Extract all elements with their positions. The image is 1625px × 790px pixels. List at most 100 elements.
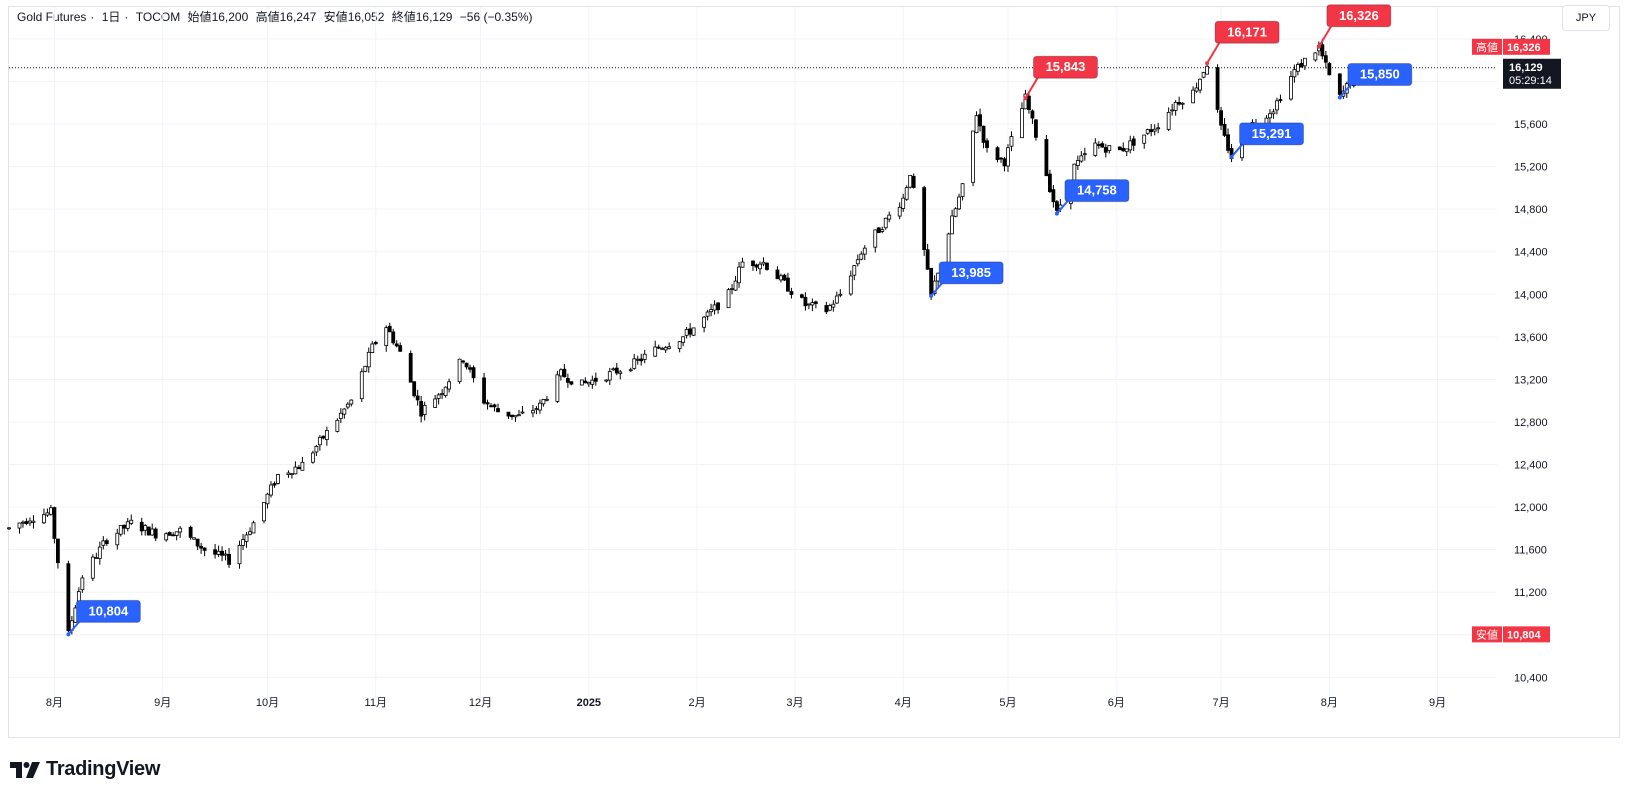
candle-body xyxy=(324,430,329,440)
x-tick-label: 8月 xyxy=(46,697,63,709)
annotation-dot xyxy=(66,632,71,637)
candle-body xyxy=(904,187,909,200)
candle-body xyxy=(1156,127,1161,130)
y-tick-label: 14,800 xyxy=(1514,204,1548,216)
candle-body xyxy=(953,208,958,217)
candle-body xyxy=(1002,158,1007,167)
candle-body xyxy=(1103,147,1108,153)
candle-body xyxy=(1009,136,1014,147)
candle-body xyxy=(789,291,794,295)
candle-body xyxy=(447,381,452,390)
candle-body xyxy=(873,229,878,248)
candle-body xyxy=(1323,55,1328,63)
annotation-dot xyxy=(1316,44,1321,49)
candle-body xyxy=(125,521,130,529)
candle-body xyxy=(1170,109,1175,112)
candle-body xyxy=(510,414,514,418)
candle-body xyxy=(443,386,448,396)
candle-body xyxy=(663,347,668,351)
y-tick-label: 15,200 xyxy=(1514,162,1548,174)
low-price-tag-label: 安値 xyxy=(1476,627,1498,641)
candle-body xyxy=(824,305,829,313)
candle-body xyxy=(468,367,472,370)
candle-body xyxy=(31,520,36,523)
candle-body xyxy=(272,483,277,486)
annotation-label: 15,291 xyxy=(1252,126,1292,141)
candle-body xyxy=(216,550,221,555)
candle-body xyxy=(1093,142,1098,156)
candle-body xyxy=(174,531,179,536)
price-chart[interactable]: 10,40010,80011,20011,60012,00012,40012,8… xyxy=(0,0,1625,745)
tradingview-logo[interactable]: TradingView xyxy=(10,758,160,781)
candle-body xyxy=(1128,140,1133,151)
candle-body xyxy=(932,280,937,294)
high-value: 16,247 xyxy=(279,10,317,24)
candle-body xyxy=(1194,87,1199,92)
candle-body xyxy=(632,358,637,369)
candle-body xyxy=(971,130,975,183)
candle-body xyxy=(995,147,1000,161)
candle-body xyxy=(848,275,853,295)
candle-body xyxy=(908,174,913,188)
low-value: 16,052 xyxy=(347,10,385,24)
candle-body xyxy=(290,473,294,476)
candle-body xyxy=(195,538,200,547)
candle-body xyxy=(1296,64,1300,72)
candle-body xyxy=(464,362,469,368)
candle-body xyxy=(1226,134,1230,151)
annotation-dot xyxy=(929,293,934,298)
open-value: 16,200 xyxy=(211,10,249,24)
candle-body xyxy=(146,526,151,536)
candle-body xyxy=(653,346,658,357)
currency-button[interactable]: JPY xyxy=(1562,5,1610,31)
candle-body xyxy=(565,378,570,383)
candle-body xyxy=(520,411,525,414)
candle-body xyxy=(164,533,169,541)
candle-body xyxy=(681,336,686,343)
candle-body xyxy=(950,215,954,235)
candle-body xyxy=(639,358,644,362)
chart-frame xyxy=(8,6,1620,738)
candle-body xyxy=(517,414,521,417)
high-annotation-box xyxy=(1032,55,1098,79)
annotation-dot xyxy=(1054,211,1059,216)
candle-body xyxy=(635,358,640,361)
annotation-label: 14,758 xyxy=(1077,183,1117,198)
candle-body xyxy=(436,394,441,399)
candle-body xyxy=(492,404,497,408)
candle-body xyxy=(531,410,535,414)
interval[interactable]: 1日 xyxy=(101,10,121,24)
candle-body xyxy=(101,540,106,546)
candle-body xyxy=(276,474,280,484)
candle-body xyxy=(457,358,462,383)
candle-body xyxy=(782,274,787,281)
candle-body xyxy=(1201,72,1206,78)
candle-body xyxy=(1096,144,1101,146)
candle-body xyxy=(534,408,539,411)
candle-body xyxy=(1198,78,1202,91)
candle-body xyxy=(192,537,197,540)
candle-body xyxy=(740,261,745,268)
candle-body xyxy=(506,411,511,417)
candle-body xyxy=(1082,153,1087,156)
candle-body xyxy=(1124,148,1129,153)
candle-body xyxy=(716,302,720,311)
candle-body xyxy=(237,544,242,565)
x-tick-label: 11月 xyxy=(365,697,387,709)
candle-body xyxy=(859,253,864,260)
candle-body xyxy=(960,183,965,197)
x-tick-label: 9月 xyxy=(1429,697,1446,709)
candle-body xyxy=(583,380,588,384)
symbol-name[interactable]: Gold Futures xyxy=(17,10,87,24)
candle-body xyxy=(415,395,420,401)
y-tick-label: 13,200 xyxy=(1514,374,1548,386)
y-tick-label: 15,600 xyxy=(1514,119,1548,131)
candle-body xyxy=(761,261,766,265)
candle-body xyxy=(223,553,228,556)
candle-body xyxy=(1044,139,1049,177)
candle-body xyxy=(122,524,127,529)
candle-body xyxy=(730,288,734,290)
x-tick-label: 12月 xyxy=(469,697,492,709)
candle-body xyxy=(978,114,982,127)
